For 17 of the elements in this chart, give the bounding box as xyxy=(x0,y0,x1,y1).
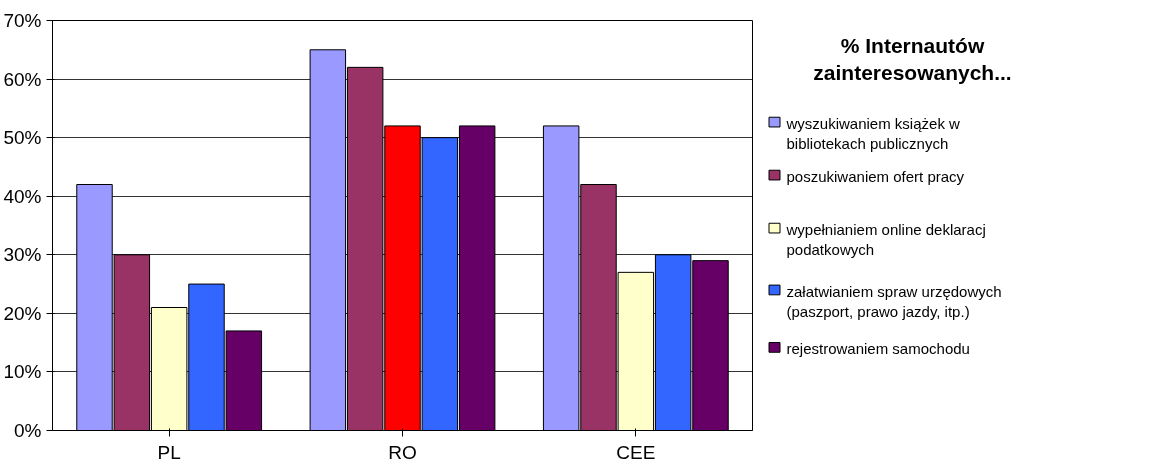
y-tick-label: 60% xyxy=(3,68,42,90)
legend-title: % Internautów zainteresowanych... xyxy=(813,33,1012,85)
legend-label: wypełnianiem online deklaracj podatkowych xyxy=(785,221,986,259)
y-tick-label: 20% xyxy=(3,302,42,324)
x-tick-label: PL xyxy=(157,441,181,463)
legend-label: załatwianiem spraw urzędowych (paszport, prawo jazdy, itp.) xyxy=(786,282,1002,321)
y-tick-label: 40% xyxy=(3,185,42,207)
y-tick-label: 50% xyxy=(3,127,42,149)
x-tick-label: CEE xyxy=(616,441,656,463)
legend-label: rejestrowaniem samochodu xyxy=(786,340,970,358)
y-tick-label: 70% xyxy=(3,10,42,31)
y-tick-label: 0% xyxy=(14,420,42,441)
legend-label: poszukiwaniem ofert pracy xyxy=(786,168,965,186)
x-tick-label: RO xyxy=(388,441,417,463)
legend-label: wyszukiwaniem książek w bibliotekach publicznych xyxy=(785,115,961,153)
y-tick-label: 10% xyxy=(3,361,42,383)
y-tick-label: 30% xyxy=(3,244,42,266)
